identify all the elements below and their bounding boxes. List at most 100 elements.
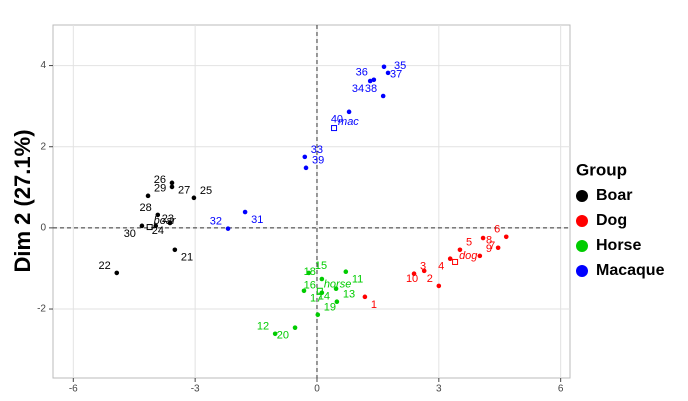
point: [139, 223, 145, 229]
legend-label: Horse: [596, 237, 641, 254]
point: [343, 269, 349, 274]
point-label: 40: [331, 114, 343, 126]
point-label: 18: [304, 266, 316, 278]
legend-marker: [576, 240, 588, 252]
point-label: 22: [99, 260, 111, 272]
legend-marker: [576, 265, 588, 277]
point: [385, 70, 391, 76]
legend-marker: [576, 215, 588, 227]
centroid-label: boar: [154, 215, 177, 227]
point: [169, 184, 175, 190]
point-label: 37: [390, 69, 402, 81]
point-label: 21: [181, 252, 193, 264]
centroid-label: horse: [324, 279, 352, 291]
point-label: 15: [315, 260, 327, 272]
point-label: 7: [489, 240, 495, 252]
point-label: 32: [210, 216, 222, 228]
legend-label: Boar: [596, 187, 632, 204]
point: [380, 93, 386, 99]
point: [306, 270, 312, 276]
point-label: 5: [466, 237, 472, 249]
point-label: 36: [356, 67, 368, 79]
y-axis-label: Dim 2 (27.1%): [10, 129, 35, 272]
centroid: [452, 258, 459, 265]
point-label: 28: [140, 202, 152, 214]
point: [225, 226, 231, 231]
point: [371, 77, 377, 83]
point-label: 35: [394, 60, 406, 72]
point: [457, 247, 463, 253]
point-label: 26: [154, 174, 166, 186]
point: [169, 180, 175, 186]
point-label: 6: [494, 224, 500, 236]
point-label: 12: [257, 321, 269, 333]
point-label: 24: [152, 225, 164, 237]
point-label: 38: [365, 83, 377, 95]
point: [242, 209, 248, 215]
point: [319, 276, 325, 282]
point: [411, 271, 417, 277]
point: [477, 253, 483, 259]
point: [272, 331, 278, 337]
y-tick-label: 2: [40, 141, 46, 152]
point-label: 33: [311, 144, 323, 156]
point: [172, 247, 178, 253]
x-tick-label: -3: [191, 384, 200, 395]
centroid: [146, 224, 153, 231]
point-label: 13: [343, 289, 355, 301]
point-label: 3: [420, 261, 426, 273]
point: [303, 165, 309, 171]
point-label: 25: [200, 185, 212, 197]
point: [334, 299, 340, 305]
point-label: 39: [312, 155, 324, 167]
legend-label: Dog: [596, 212, 627, 229]
point-label: 16: [304, 280, 316, 292]
point-label: 29: [154, 183, 166, 195]
point-label: 10: [406, 273, 418, 285]
y-tick-label: 4: [40, 60, 46, 71]
point: [301, 288, 307, 294]
point: [191, 195, 197, 201]
point: [495, 245, 501, 251]
point: [367, 78, 373, 84]
centroid-label: dog: [459, 250, 478, 262]
point-label: 20: [277, 330, 289, 342]
point: [362, 294, 368, 300]
centroid: [331, 125, 338, 132]
point-label: 2: [427, 273, 433, 285]
point: [447, 256, 453, 262]
point: [155, 212, 161, 218]
legend-marker: [576, 190, 588, 202]
x-tick-label: 6: [558, 384, 564, 395]
point-label: 17: [310, 293, 322, 305]
point-label: 11: [352, 274, 363, 286]
point-label: 30: [124, 228, 136, 240]
centroid-label: mac: [338, 116, 359, 128]
point-label: 34: [352, 83, 364, 95]
point-label: 31: [251, 214, 263, 226]
point: [145, 193, 151, 199]
point: [302, 154, 308, 160]
point: [333, 286, 339, 292]
point: [480, 235, 486, 241]
point: [153, 223, 159, 229]
point-label: 4: [438, 261, 444, 273]
legend-title: Group: [576, 160, 627, 179]
point: [421, 268, 427, 274]
point-label: 9: [486, 243, 492, 255]
x-tick-label: -6: [69, 384, 78, 395]
legend-label: Macaque: [596, 262, 665, 279]
y-tick-label: -2: [37, 304, 46, 315]
point: [292, 325, 298, 330]
point-label: 27: [178, 185, 190, 197]
point-label: 19: [324, 302, 336, 314]
point-label: 8: [486, 235, 492, 247]
point: [346, 109, 352, 115]
x-tick-label: 3: [436, 384, 442, 395]
y-tick-label: 0: [40, 223, 46, 234]
point: [114, 270, 120, 276]
point: [315, 312, 321, 318]
plot-area: [52, 24, 571, 379]
point: [167, 220, 173, 226]
